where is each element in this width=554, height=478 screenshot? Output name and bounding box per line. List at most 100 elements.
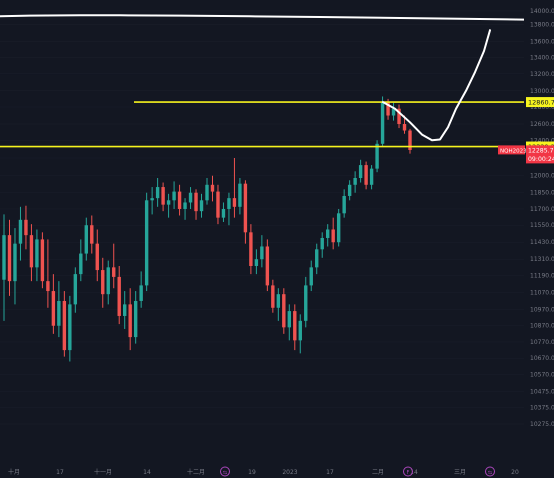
candle-body[interactable]: [144, 200, 149, 286]
candle-body[interactable]: [210, 184, 215, 192]
candle-body[interactable]: [221, 208, 226, 218]
candle-body[interactable]: [271, 285, 275, 308]
candle[interactable]: [90, 215, 94, 254]
candle[interactable]: [183, 198, 187, 220]
candle[interactable]: [46, 239, 50, 308]
candle-body[interactable]: [172, 191, 176, 201]
candle-body[interactable]: [408, 130, 412, 151]
candle-body[interactable]: [265, 246, 270, 286]
candle[interactable]: [336, 208, 341, 247]
candle-body[interactable]: [24, 219, 28, 236]
candle-body[interactable]: [40, 239, 45, 282]
candle-body[interactable]: [46, 281, 50, 292]
candle[interactable]: [265, 239, 270, 292]
candle-body[interactable]: [95, 243, 99, 271]
freehand-projection-curve[interactable]: [382, 29, 491, 142]
candle-body[interactable]: [402, 124, 407, 131]
candle-body[interactable]: [298, 320, 302, 341]
candle-body[interactable]: [139, 285, 143, 301]
candle-body[interactable]: [199, 200, 204, 212]
candle-body[interactable]: [227, 198, 231, 209]
time-axis-event-marker-icon[interactable]: ⇆: [485, 466, 495, 477]
candle[interactable]: [380, 96, 385, 147]
candle-body[interactable]: [7, 235, 12, 282]
candle-body[interactable]: [342, 195, 346, 214]
candle[interactable]: [282, 288, 286, 334]
candle[interactable]: [2, 214, 6, 321]
candle-body[interactable]: [260, 246, 264, 260]
candle-body[interactable]: [380, 102, 385, 144]
candle[interactable]: [177, 184, 182, 216]
candle[interactable]: [62, 291, 67, 357]
candle-body[interactable]: [375, 143, 379, 169]
candle-body[interactable]: [243, 183, 248, 233]
candle-body[interactable]: [90, 225, 94, 244]
candle-body[interactable]: [68, 304, 72, 351]
candle[interactable]: [369, 165, 374, 190]
candle[interactable]: [408, 128, 412, 154]
freehand-line-top[interactable]: [0, 14, 525, 21]
candle[interactable]: [358, 159, 363, 183]
candle[interactable]: [123, 291, 127, 329]
candle-body[interactable]: [232, 198, 237, 207]
candle-body[interactable]: [73, 274, 78, 305]
candle[interactable]: [51, 274, 56, 334]
candle[interactable]: [35, 229, 39, 282]
candle[interactable]: [128, 288, 132, 351]
candle-body[interactable]: [320, 237, 324, 250]
candle[interactable]: [166, 193, 171, 218]
candle[interactable]: [95, 229, 99, 282]
candle[interactable]: [73, 267, 78, 313]
candle[interactable]: [101, 257, 105, 308]
candle-body[interactable]: [51, 291, 56, 326]
candle[interactable]: [347, 180, 352, 201]
candle-body[interactable]: [336, 213, 341, 243]
candle[interactable]: [397, 104, 401, 129]
candle[interactable]: [293, 304, 297, 351]
candle-body[interactable]: [293, 311, 297, 341]
candle[interactable]: [150, 187, 154, 215]
candle-body[interactable]: [391, 108, 396, 116]
candle[interactable]: [210, 175, 215, 202]
candle-body[interactable]: [18, 219, 23, 244]
candle[interactable]: [232, 157, 237, 218]
candle[interactable]: [161, 182, 165, 212]
candle[interactable]: [7, 219, 12, 296]
candle[interactable]: [249, 224, 253, 275]
candle[interactable]: [139, 271, 143, 308]
candle[interactable]: [254, 249, 259, 275]
candle-body[interactable]: [133, 300, 138, 338]
candle-body[interactable]: [276, 294, 281, 308]
candle[interactable]: [194, 189, 198, 220]
candle[interactable]: [57, 281, 61, 338]
candle-body[interactable]: [188, 192, 193, 203]
candle[interactable]: [353, 171, 357, 193]
candle-body[interactable]: [13, 243, 17, 282]
candle[interactable]: [155, 177, 160, 207]
candle-body[interactable]: [353, 177, 357, 185]
candle-body[interactable]: [101, 270, 105, 295]
candle[interactable]: [199, 193, 204, 218]
candle[interactable]: [298, 314, 302, 354]
candle[interactable]: [315, 243, 319, 275]
candle[interactable]: [13, 228, 17, 305]
candle[interactable]: [243, 180, 248, 244]
candle-body[interactable]: [57, 300, 61, 326]
candle-body[interactable]: [282, 294, 286, 328]
candle[interactable]: [216, 184, 220, 225]
candle[interactable]: [18, 206, 23, 261]
candle-body[interactable]: [364, 165, 368, 185]
candle[interactable]: [133, 291, 138, 344]
candle-body[interactable]: [386, 102, 390, 116]
candle-body[interactable]: [161, 187, 165, 205]
candle-body[interactable]: [84, 225, 88, 254]
candle-body[interactable]: [35, 239, 39, 268]
candle-body[interactable]: [155, 187, 160, 199]
time-axis-event-marker-icon[interactable]: ⇆: [220, 466, 230, 477]
candle[interactable]: [144, 192, 149, 292]
candle-body[interactable]: [397, 108, 401, 125]
candle[interactable]: [391, 102, 396, 121]
candle[interactable]: [238, 177, 242, 215]
candle[interactable]: [227, 192, 231, 226]
